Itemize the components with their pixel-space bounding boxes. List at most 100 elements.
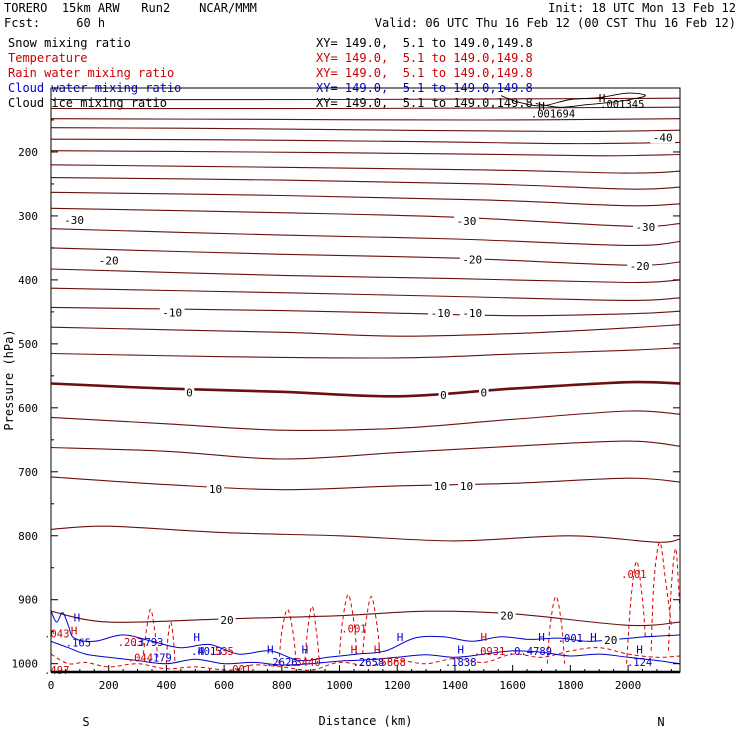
x-tick-label: 1200 [384,679,411,692]
high-marker: H [538,100,545,113]
temperature-label: -10 [431,307,451,320]
high-marker: H [397,631,404,644]
south-label: S [82,715,89,729]
temperature-label: -10 [162,307,182,320]
cloud-water-contour [51,610,680,662]
temperature-label-bg [459,307,485,320]
temperature-label-bg [459,253,485,266]
temperature-contour [51,164,680,174]
temperature-contour [51,610,680,627]
value-label: .535 [209,646,234,658]
temperature-label: 10 [460,480,473,493]
y-tick-label: 700 [18,466,38,479]
x-tick-label: 800 [272,679,292,692]
valid-time: Valid: 06 UTC Thu 16 Feb 12 (00 CST Thu … [374,16,736,30]
x-tick-label: 1400 [442,679,469,692]
x-tick-label: 400 [156,679,176,692]
temperature-label: -30 [64,214,84,227]
x-tick-label: 600 [214,679,234,692]
temperature-contour [51,127,680,133]
high-marker: H [193,631,200,644]
model-name: TORERO [4,1,48,15]
temperature-contour [51,138,680,145]
temperature-label-bg [454,215,479,228]
temperature-label-bg [184,386,195,399]
value-label: .124 [627,657,652,669]
init-time: Init: 18 UTC Mon 13 Feb 12 [548,1,736,15]
field-cross-section: XY= 149.0, 5.1 to 149.0,149.8 [316,51,533,65]
temperature-label-bg [498,609,516,622]
field-name: Temperature [8,51,88,65]
temperature-contour [51,247,680,266]
value-label: .165 [66,638,91,650]
field-name: Rain water mixing ratio [8,66,175,80]
model-org: NCAR/MMM [199,1,257,15]
value-label: .1838 [445,657,477,669]
value-label: .044 [128,652,153,664]
temperature-contour [51,106,680,110]
value-label: .001694 [531,109,575,121]
cloud-ice-contours [500,92,646,108]
temperature-contour [51,380,680,398]
field-cross-section: XY= 149.0, 5.1 to 149.0,149.8 [316,36,533,50]
temperature-label-bg [602,634,620,647]
high-marker: H [267,644,274,657]
temperature-contour [51,525,680,543]
rain-water-contour [142,608,159,658]
y-tick-label: 400 [18,274,38,287]
high-marker: H [590,631,597,644]
value-label: .2658 [353,657,385,669]
cloud-water-contours [51,610,680,666]
x-tick-label: 1800 [557,679,584,692]
cloud-ice-contour [500,92,646,108]
temperature-contour [51,207,680,227]
temperature-label: -20 [99,255,119,268]
value-label: .3793 [132,637,164,649]
temperature-label-bg [96,254,122,267]
forecast-hour: 60 h [76,16,106,30]
rain-water-contour [668,547,680,651]
temperature-contour [51,410,680,432]
temperature-label: 0 [480,386,487,399]
y-tick-label: 900 [18,594,38,607]
high-marker: H [351,644,358,657]
temperature-contour [51,306,680,317]
field-name: Snow mixing ratio [8,36,131,50]
temperature-label-bg [650,131,676,144]
temperature-label: 10 [434,480,447,493]
forecast-label: Fcst: [4,16,41,30]
high-marker: H [374,644,381,657]
temperature-label-bg [627,259,653,272]
temperature-label: 10 [209,483,222,496]
temperature-label-bg [478,386,489,399]
temperature-label: 20 [604,634,617,647]
temperature-label-bg [218,614,236,627]
axes: 0 200 400 600 800 1000 1200 1400 1600 1800 2000200… [2,87,681,729]
rain-water-contour [278,608,297,664]
temperature-contour [51,268,680,284]
value-label: .001 [621,569,646,581]
model-grid: 15km ARW [61,1,120,15]
temperature-label: -30 [635,221,655,234]
value-label: .001345 [600,99,644,111]
contour-labels: -40 -30 -30 -30 -20 -20 -20 -10 -10 -10 0 0 0 10 10 10 2… [44,92,676,677]
temperature-label: -20 [462,253,482,266]
x-axis-label: Distance (km) [319,714,413,728]
temperature-label: -10 [462,307,482,320]
x-tick-label: 0 [48,679,55,692]
temperature-label: -40 [653,131,673,144]
temperature-label: 0 [440,389,447,402]
rain-water-contour [165,621,176,664]
temperature-label-bg [428,307,453,320]
temperature-label-bg [457,479,476,492]
temperature-label: -20 [630,260,650,273]
high-marker: H [538,631,545,644]
x-tick-label: 200 [99,679,119,692]
temperature-contour [51,440,680,460]
value-label: .5868 [374,657,406,669]
temperature-contour [51,228,680,246]
y-axis-label: Pressure (hPa) [2,329,16,430]
temperature-contour [51,118,680,121]
temperature-label-bg [438,389,449,402]
